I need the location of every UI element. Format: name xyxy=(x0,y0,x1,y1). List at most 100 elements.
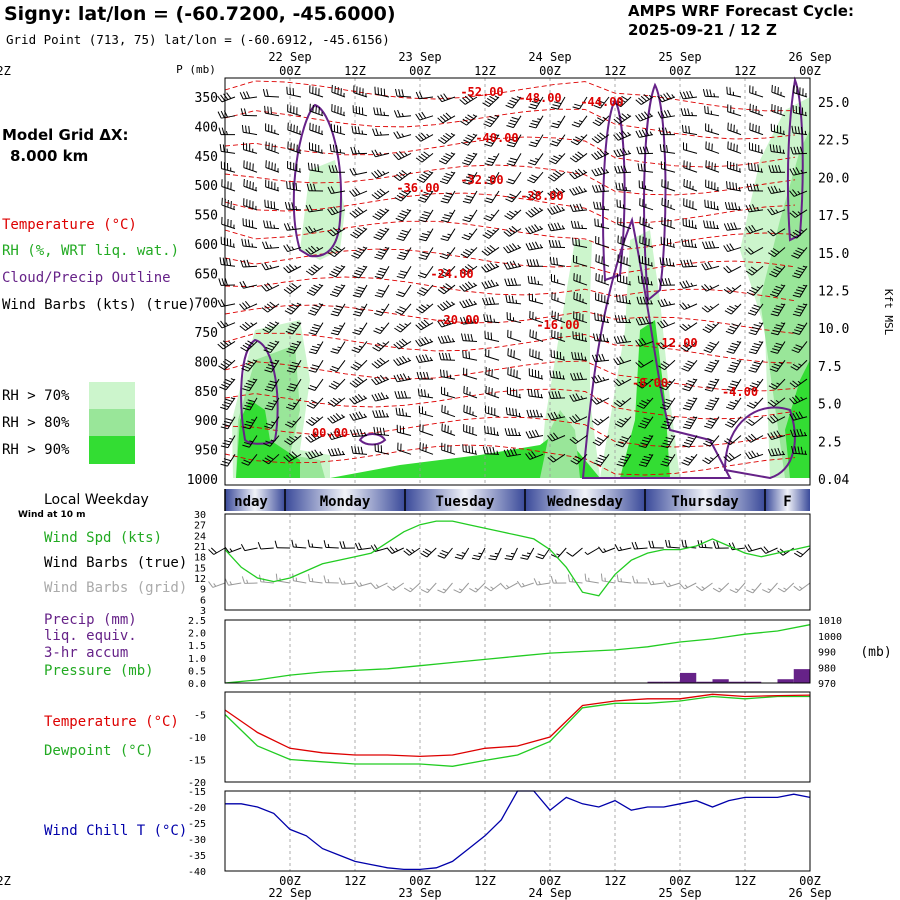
wind-barb-flag xyxy=(796,429,800,437)
wind-barb xyxy=(534,153,544,166)
wind-barb-flag xyxy=(727,421,735,426)
wind-barb-flag xyxy=(332,227,339,233)
wind-barb-flag xyxy=(620,236,622,244)
wind-barb-flag xyxy=(528,193,536,199)
isotherm-label: -8.00 xyxy=(632,376,668,390)
precip-tick-label: 2.5 xyxy=(188,616,206,627)
wind-barb-flag xyxy=(528,106,536,110)
wind-barb-flag xyxy=(350,366,358,371)
wind-barb-flag xyxy=(775,305,783,309)
wind-barb-flag xyxy=(306,183,310,191)
wind-barb-flag xyxy=(354,292,362,295)
wind-barb-flag xyxy=(561,206,565,211)
grid-wind-barb-flag xyxy=(392,585,397,590)
true-wind-barb-flag xyxy=(713,541,717,549)
wind-barb-flag xyxy=(731,380,739,384)
date-label-bottom: 25 Sep xyxy=(658,886,701,900)
wind-barb xyxy=(309,169,324,173)
true-wind-barb xyxy=(542,547,551,560)
wind-barb xyxy=(374,134,390,137)
wind-barb xyxy=(639,223,654,230)
wind-barb-flag xyxy=(528,125,537,129)
grid-wind-barb-flag xyxy=(484,586,492,592)
hour-label-top: 12Z xyxy=(604,64,626,78)
wind-barb-flag xyxy=(357,376,364,383)
wind-barb-flag xyxy=(599,398,603,402)
wind-barb-flag xyxy=(487,280,493,288)
wind-barb xyxy=(551,416,566,421)
wind-barb xyxy=(683,225,698,230)
wind-barb-flag xyxy=(464,179,472,182)
wind-barb xyxy=(507,393,522,399)
wind-barb-flag xyxy=(613,150,618,157)
wind-barb-flag xyxy=(330,432,336,439)
wind-barb-flag xyxy=(639,422,647,427)
wind-barb-flag xyxy=(513,448,518,456)
wind-barb-flag xyxy=(423,171,431,176)
wind-barb-flag xyxy=(415,340,421,347)
wind-barb xyxy=(749,453,764,460)
grid-wind-barb-flag xyxy=(308,574,311,582)
wind-barb-flag xyxy=(318,283,323,287)
wind-barb-flag xyxy=(467,154,475,158)
wind-barb-flag xyxy=(754,401,759,404)
wind-barb-flag xyxy=(437,305,444,311)
wind-barb-flag xyxy=(429,356,433,361)
wind-barb-flag xyxy=(503,246,509,254)
wind-barb-flag xyxy=(484,264,490,272)
wind-barb-flag xyxy=(797,211,801,215)
wind-barb-flag xyxy=(779,145,782,153)
wind-barb-flag xyxy=(770,228,777,235)
wind-barb-flag xyxy=(640,163,643,171)
grid-wind-barb xyxy=(277,580,291,584)
wind-barb-flag xyxy=(627,131,631,136)
wind-barb xyxy=(293,360,302,373)
wind-barb-flag xyxy=(527,179,535,184)
wind-barb-flag xyxy=(704,407,712,411)
wind-barb-flag xyxy=(376,292,384,295)
wind-barb xyxy=(683,205,698,211)
wind-barb-flag xyxy=(494,114,499,118)
wind-barb-flag xyxy=(594,218,596,226)
wind-barb-flag xyxy=(489,245,496,251)
wind-barb xyxy=(441,411,456,418)
wind-barb xyxy=(777,322,786,336)
wind-barb-flag xyxy=(402,373,408,381)
wind-barb-flag xyxy=(273,224,276,229)
wind-barb xyxy=(270,341,280,353)
wind-barb-flag xyxy=(794,446,797,454)
wind-barb-flag xyxy=(550,433,556,441)
grid-wind-barb-flag xyxy=(246,579,249,584)
wind-barb-flag xyxy=(746,291,754,296)
chill-frame xyxy=(224,790,811,872)
wind-barb-flag xyxy=(791,125,794,134)
wind-barb xyxy=(617,261,632,267)
wind-barb-flag xyxy=(663,93,669,100)
wind-barb-flag xyxy=(748,268,755,274)
wind-barb xyxy=(377,359,390,369)
wind-barb-flag xyxy=(770,293,778,298)
true-wind-barb-flag xyxy=(537,553,545,557)
true-wind-barb-flag xyxy=(535,555,543,560)
wind-barb-flag xyxy=(592,441,600,447)
wind-tick-label: 18 xyxy=(194,553,206,564)
wind-barb-flag xyxy=(551,310,553,318)
wind-barb-flag xyxy=(599,202,602,210)
wind-barb-flag xyxy=(547,208,553,215)
wind-barb-flag xyxy=(376,211,384,216)
wind-barb-flag xyxy=(532,120,540,123)
wind-barb-flag xyxy=(462,97,469,104)
wind-barb xyxy=(535,134,544,147)
wind-barb-flag xyxy=(704,262,710,270)
wind-barb xyxy=(705,206,720,211)
wind-barb xyxy=(331,190,346,195)
true-wind-barb-flag xyxy=(760,547,767,554)
grid-wind-barb-flag xyxy=(343,580,346,585)
wind-barb-flag xyxy=(645,218,647,227)
wind-barb xyxy=(309,453,324,460)
wind-barb xyxy=(466,247,478,258)
wind-barb-flag xyxy=(251,419,255,421)
wind-barb xyxy=(665,378,676,391)
wind-barb xyxy=(731,416,742,428)
wind-barb xyxy=(353,452,368,455)
